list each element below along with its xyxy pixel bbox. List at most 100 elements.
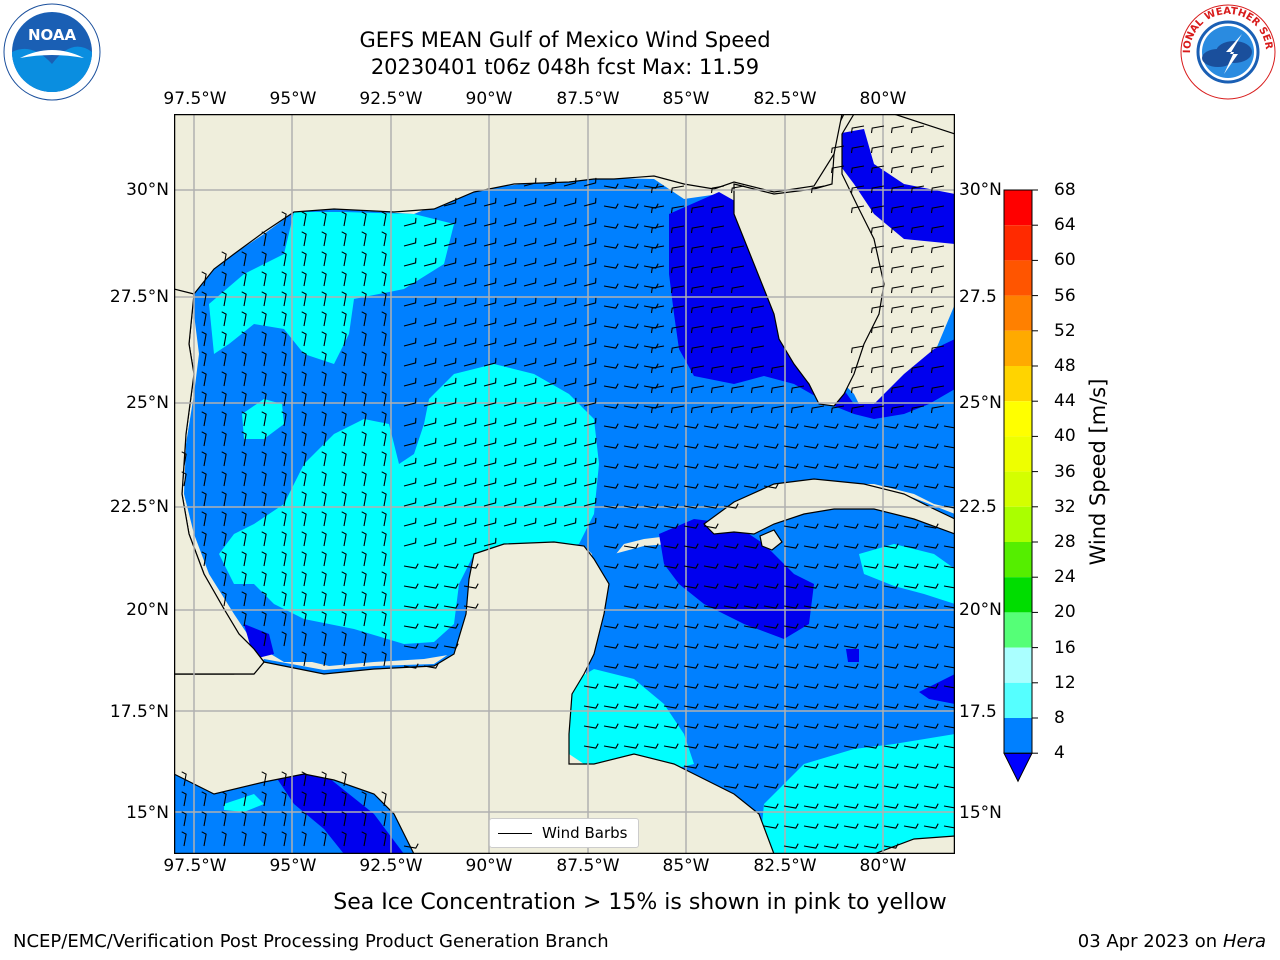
- wind-barb: [843, 443, 859, 449]
- wind-barb: [870, 165, 885, 174]
- wind-barb: [823, 423, 839, 429]
- wind-barb: [523, 177, 537, 187]
- wind-barb: [423, 663, 439, 669]
- wind-barb: [261, 251, 267, 267]
- wind-barb: [301, 311, 307, 327]
- lon-tick-top: 80°W: [859, 89, 907, 109]
- wind-barb: [710, 225, 725, 234]
- wind-barb: [743, 643, 759, 649]
- wind-barb: [783, 463, 799, 469]
- wind-barb: [723, 763, 739, 769]
- wind-barb: [321, 431, 327, 447]
- wind-barb: [301, 591, 307, 607]
- wind-barb: [903, 583, 919, 589]
- wind-barb: [943, 505, 955, 509]
- wind-barb: [543, 397, 557, 407]
- wind-barb: [261, 311, 267, 327]
- wind-barb: [201, 331, 207, 347]
- wind-barb: [843, 623, 859, 629]
- wind-barb: [341, 811, 347, 827]
- wind-barb: [281, 331, 287, 347]
- wind-barb: [683, 603, 699, 609]
- lat-tick-left: 25°N: [126, 393, 169, 413]
- wind-barb: [703, 603, 719, 609]
- wind-barb: [670, 185, 685, 194]
- wind-barb: [583, 517, 597, 527]
- wind-barb: [663, 643, 679, 649]
- wind-barb: [583, 337, 597, 347]
- colorbar-tick-label: 32: [1054, 496, 1076, 517]
- wind-barb: [443, 457, 457, 467]
- wind-barb: [623, 323, 639, 329]
- wind-barb: [643, 383, 659, 389]
- wind-barb: [523, 397, 537, 407]
- legend-label: Wind Barbs: [542, 824, 628, 842]
- wind-barb: [883, 463, 899, 469]
- wind-barb: [743, 583, 759, 589]
- wind-barb: [923, 423, 939, 429]
- wind-barb: [201, 471, 207, 487]
- wind-barb: [503, 377, 517, 387]
- wind-barb: [930, 365, 945, 374]
- wind-barb: [783, 563, 799, 569]
- wind-barb: [583, 297, 597, 307]
- wind-barb: [703, 703, 719, 709]
- wind-barb: [823, 523, 839, 529]
- wind-barb: [710, 345, 725, 354]
- wind-barb: [483, 417, 497, 427]
- wind-barb: [241, 431, 247, 447]
- wind-barb: [503, 417, 517, 427]
- wind-barb: [803, 603, 819, 609]
- wind-barb: [443, 537, 457, 547]
- wind-barb: [943, 805, 955, 809]
- wind-barb: [730, 185, 745, 194]
- wind-barb: [703, 523, 719, 529]
- wind-barb: [563, 237, 577, 247]
- wind-barb: [823, 663, 839, 669]
- wind-barb: [361, 231, 367, 247]
- wind-barb: [301, 231, 307, 247]
- wind-barb: [903, 663, 919, 669]
- wind-barb: [863, 803, 879, 809]
- wind-barb: [523, 237, 537, 247]
- wind-barb: [341, 431, 347, 447]
- wind-barb: [281, 491, 287, 507]
- wind-barb: [683, 463, 699, 469]
- wind-barb: [650, 405, 665, 414]
- wind-cyan-small-west: [242, 399, 284, 439]
- wind-barb: [783, 543, 799, 549]
- wind-barb: [870, 325, 885, 334]
- wind-barb: [670, 325, 685, 334]
- wind-barb: [663, 583, 679, 589]
- wind-barb: [923, 703, 939, 709]
- wind-barb: [923, 763, 939, 769]
- colorbar-segment: [1004, 577, 1032, 613]
- wind-barb: [843, 463, 859, 469]
- wind-barb: [863, 443, 879, 449]
- wind-barb: [903, 523, 919, 529]
- wind-barb: [663, 523, 679, 529]
- wind-barb: [321, 811, 327, 827]
- wind-barb: [341, 831, 347, 847]
- wind-barb: [361, 571, 367, 587]
- wind-barb: [503, 197, 517, 207]
- wind-barb: [650, 325, 665, 334]
- lat-tick-left: 17.5°N: [109, 702, 169, 722]
- wind-barb: [603, 223, 619, 229]
- wind-barb: [643, 303, 659, 309]
- nws-logo: NATIONAL WEATHER SERVICE: [1174, 0, 1278, 102]
- wind-barb: [341, 371, 347, 387]
- wind-barb: [221, 331, 227, 347]
- wind-barb: [381, 291, 387, 307]
- wind-barb: [863, 683, 879, 689]
- wind-barb: [381, 331, 387, 347]
- wind-barb: [863, 783, 879, 789]
- wind-barb: [463, 563, 479, 569]
- wind-barb: [883, 523, 899, 529]
- wind-barb: [903, 763, 919, 769]
- wind-barb: [403, 317, 417, 327]
- colorbar-segment: [1004, 260, 1032, 296]
- wind-barb: [423, 417, 437, 427]
- wind-barb: [221, 391, 227, 407]
- wind-barb: [763, 723, 779, 729]
